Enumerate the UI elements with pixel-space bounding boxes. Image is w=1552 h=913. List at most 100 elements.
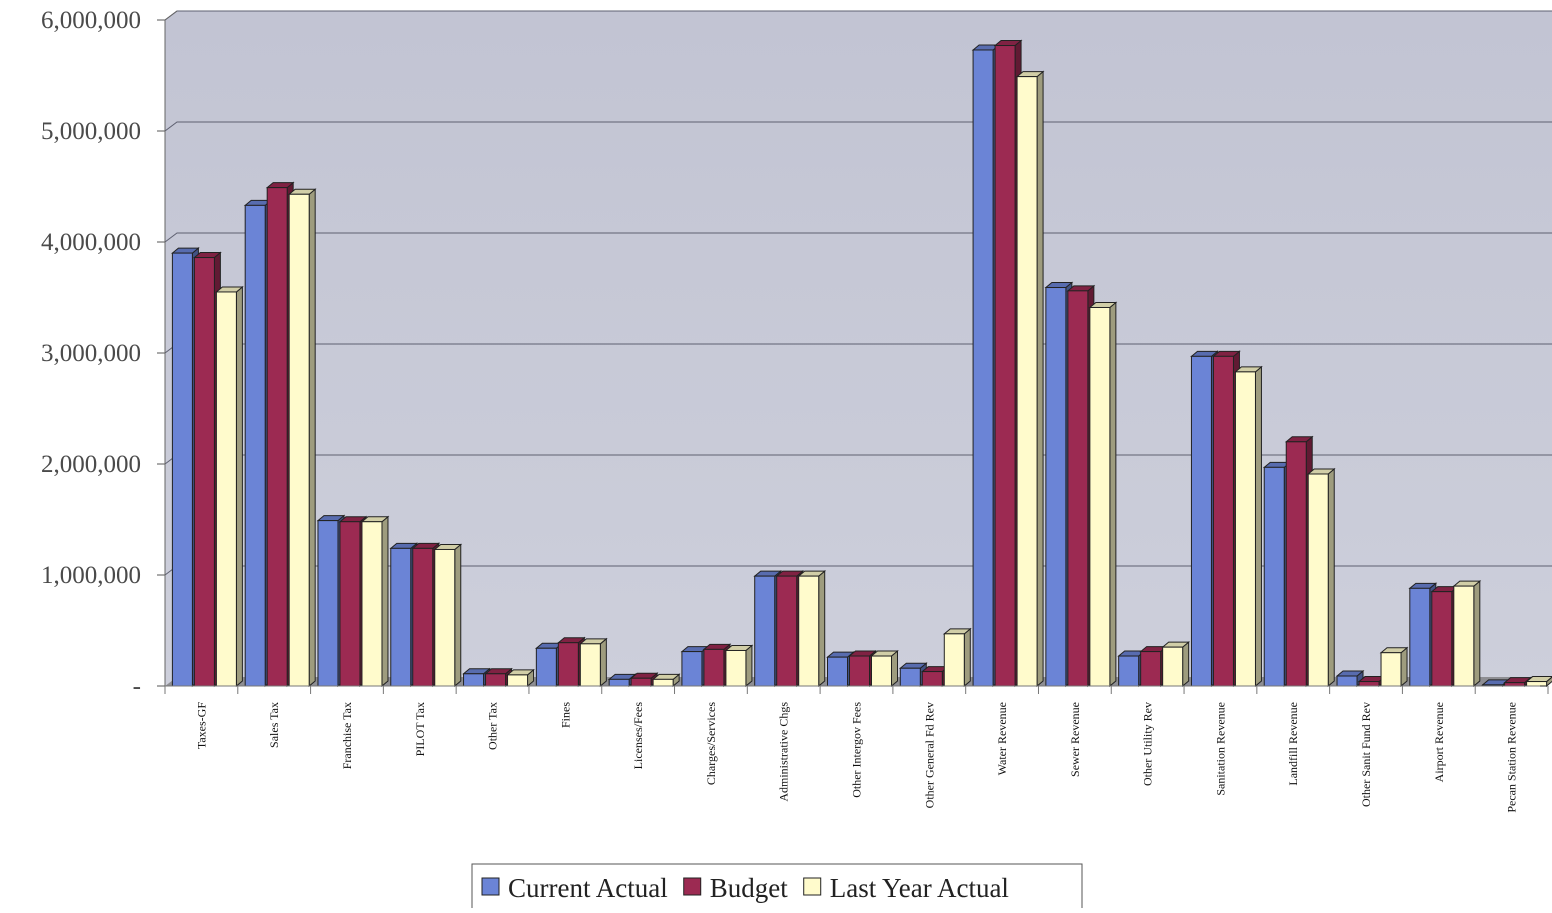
bar xyxy=(215,285,244,688)
bar-side xyxy=(1254,365,1262,688)
bar xyxy=(433,543,463,688)
bar-side xyxy=(1327,467,1335,688)
x-tick-label: Airport Revenue xyxy=(1432,702,1446,782)
legend-label: Budget xyxy=(710,873,788,903)
x-tick-label: Taxes-GF xyxy=(194,702,208,749)
bar-side xyxy=(308,188,316,688)
bar-front xyxy=(681,651,703,687)
x-tick-label: Sanitation Revenue xyxy=(1213,702,1227,796)
bar-front xyxy=(921,671,943,687)
bar xyxy=(1161,641,1191,688)
bar-front xyxy=(1453,585,1475,687)
bar xyxy=(1452,580,1482,688)
bar-side xyxy=(1182,641,1190,688)
bar-side xyxy=(818,570,826,688)
bar xyxy=(942,627,972,688)
bar-front xyxy=(1431,591,1453,687)
bar-front xyxy=(193,257,215,687)
legend-box xyxy=(471,863,1083,911)
x-axis: Taxes-GF Sales Tax Franchise Tax PILOT Tax O… xyxy=(164,685,1549,813)
bar-front xyxy=(1162,646,1184,687)
x-tick-label: Other Tax xyxy=(486,702,500,750)
legend-item: Current Actual xyxy=(481,873,668,903)
bar-front xyxy=(535,647,557,687)
y-tick-label: 3,000,000 xyxy=(41,340,141,367)
bar-side xyxy=(963,627,971,688)
bar xyxy=(1379,646,1409,688)
bar xyxy=(651,673,681,688)
bar-front xyxy=(557,642,579,687)
bar-front xyxy=(463,673,485,687)
bar-side xyxy=(1036,70,1044,688)
x-tick-label: Pecan Station Revenue xyxy=(1505,702,1519,813)
bar-front xyxy=(171,252,193,687)
bar-front xyxy=(972,49,994,687)
bar-side xyxy=(454,543,462,688)
bar-front xyxy=(776,575,798,687)
bar-front xyxy=(1190,355,1212,687)
bar-side xyxy=(891,649,898,688)
x-tick-label: Franchise Tax xyxy=(340,702,354,769)
bar-side xyxy=(1109,301,1117,688)
legend-item: Budget xyxy=(683,873,788,903)
bar-front xyxy=(507,674,529,687)
bar-side xyxy=(235,285,243,688)
bar-front xyxy=(827,656,848,687)
legend-label: Last Year Actual xyxy=(830,873,1009,903)
bar-front xyxy=(1358,681,1380,687)
bar-front xyxy=(579,643,601,687)
bar-front xyxy=(754,575,776,687)
bar-side xyxy=(1400,646,1408,688)
y-tick-label: 1,000,000 xyxy=(41,562,141,589)
bar-front xyxy=(1089,306,1111,687)
bar xyxy=(1234,365,1263,688)
x-tick-label: Fines xyxy=(558,702,572,728)
bar xyxy=(506,668,535,688)
bar-front xyxy=(703,648,725,687)
bar-front xyxy=(288,193,310,687)
bar-front xyxy=(994,45,1016,687)
gridline xyxy=(164,232,1552,243)
bar-front xyxy=(1285,441,1307,687)
bar-front xyxy=(339,521,361,687)
bar-front xyxy=(390,547,412,687)
x-tick-label: Licenses/Fees xyxy=(631,702,645,770)
bar-front xyxy=(434,548,456,687)
bar-front xyxy=(1263,466,1285,687)
legend-item: Last Year Actual xyxy=(803,873,1009,903)
y-tick-label: 4,000,000 xyxy=(41,229,141,256)
bar-side xyxy=(381,515,389,688)
bar-front xyxy=(1016,76,1038,687)
bar-front xyxy=(899,667,921,687)
bar-front xyxy=(1067,290,1089,687)
y-tick-label: - xyxy=(133,673,141,700)
legend-swatch xyxy=(481,877,500,896)
gridline xyxy=(164,121,1552,132)
bar-front xyxy=(1118,655,1140,687)
bar-front xyxy=(1234,371,1256,687)
bar-front xyxy=(412,547,434,687)
legend-swatch xyxy=(803,877,822,896)
y-tick-label: 5,000,000 xyxy=(41,118,141,145)
legend-swatch xyxy=(683,877,702,896)
bar-front xyxy=(871,655,892,687)
bar xyxy=(724,644,754,688)
bar-side xyxy=(599,637,607,688)
bar-front xyxy=(485,673,507,687)
bar-front xyxy=(849,655,870,687)
bar-side xyxy=(1473,580,1481,688)
x-tick-label: Charges/Services xyxy=(704,702,718,785)
bar xyxy=(1088,301,1118,688)
x-tick-label: Administrative Chgs xyxy=(777,702,791,802)
bar-front xyxy=(317,520,339,687)
x-tick-label: Other Sanit Fund Rev xyxy=(1359,702,1373,807)
bar-front xyxy=(1380,652,1402,687)
x-tick-label: Sewer Revenue xyxy=(1068,702,1082,777)
y-axis: - 1,000,000 2,000,000 3,000,000 4,000,000 5,0… xyxy=(41,7,178,700)
bar-front xyxy=(943,633,965,687)
bars xyxy=(171,39,1552,688)
bar-front xyxy=(215,291,237,687)
bar-front xyxy=(266,187,288,687)
bar-front xyxy=(725,649,747,687)
bar xyxy=(1015,70,1045,688)
